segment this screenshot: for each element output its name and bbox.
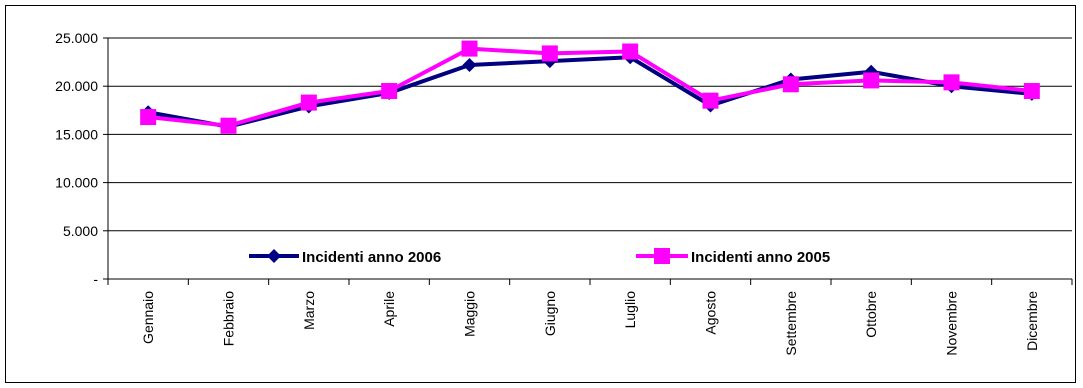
series-1 [141,50,1039,134]
x-tick-label: Dicembre [1024,291,1040,351]
y-tick-label: 25.000 [55,30,98,46]
x-tick-label: Settembre [783,291,799,356]
x-tick-label: Giugno [542,291,558,336]
axes [103,37,1073,285]
data-point [782,76,799,93]
x-tick-label: Maggio [462,291,478,337]
legend-marker [654,248,670,264]
y-axis-tick-labels: - 5.000 10.000 15.000 20.000 25.000 [55,30,98,287]
data-point [462,57,477,72]
y-tick-label: 20.000 [55,78,98,94]
x-tick-label: Novembre [944,291,960,356]
x-tick-label: Luglio [622,291,638,329]
grid-lines [108,37,1072,232]
data-point [702,92,719,109]
data-point [220,117,237,134]
data-point [1023,83,1040,100]
data-point [300,94,317,111]
y-tick-label: 10.000 [55,175,98,191]
series-line [147,46,1033,128]
data-point [863,72,880,89]
x-tick-label: Aprile [381,291,397,327]
y-tick-label: - [93,271,98,287]
series-layer [140,40,1040,134]
series-2 [140,40,1040,134]
chart-frame: - 5.000 10.000 15.000 20.000 25.000 Gennaio Fe… [5,5,1076,383]
data-point [622,43,639,60]
x-tick-label: Gennaio [140,291,156,344]
x-tick-label: Marzo [301,291,317,330]
legend-label: Incidenti anno 2006 [302,249,441,266]
data-point [943,74,960,91]
y-tick-label: 15.000 [55,126,98,142]
series-line [147,55,1033,129]
y-tick-label: 5.000 [63,223,98,239]
line-chart: - 5.000 10.000 15.000 20.000 25.000 Gennaio Fe… [55,30,1073,356]
data-point [461,40,478,57]
legend: Incidenti anno 2006 Incidenti anno 2005 [249,248,830,266]
x-axis-tick-labels: Gennaio Febbraio Marzo Aprile Maggio Giugno Lu… [140,291,1040,356]
data-point [381,83,398,100]
legend-item-2: Incidenti anno 2005 [636,248,830,266]
x-tick-label: Agosto [703,291,719,335]
data-point [541,45,558,62]
legend-label: Incidenti anno 2005 [691,249,830,266]
data-point [140,109,157,126]
x-tick-label: Ottobre [863,291,879,338]
legend-item-1: Incidenti anno 2006 [249,249,441,266]
x-tick-label: Febbraio [221,291,237,346]
legend-marker [267,249,281,263]
